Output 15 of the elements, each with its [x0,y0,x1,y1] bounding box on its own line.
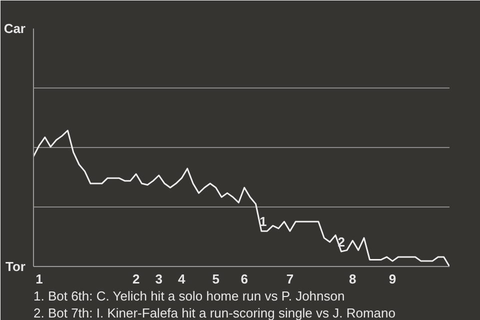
x-tick-label: 8 [349,272,356,286]
x-tick-label: 2 [132,272,140,286]
text: Tor [6,259,26,274]
x-tick-label: 9 [388,272,396,286]
x-tick-label: 5 [212,272,220,286]
annotation: 2 [338,234,345,250]
x-tick-label: 3 [155,272,162,286]
x-tick-label: 4 [178,272,186,286]
x-tick-label: 1 [36,272,43,286]
text: 2. Bot 7th: I. Kiner-Falefa hit a run-scoring single vs J. Romano [34,306,396,320]
x-tick-label: 7 [286,272,294,286]
text: Car [4,21,26,36]
x-tick-label: 6 [240,272,248,286]
text: 1. Bot 6th: C. Yelich hit a solo home run vs P. Johnson [34,288,345,304]
annotation: 1 [260,214,267,230]
